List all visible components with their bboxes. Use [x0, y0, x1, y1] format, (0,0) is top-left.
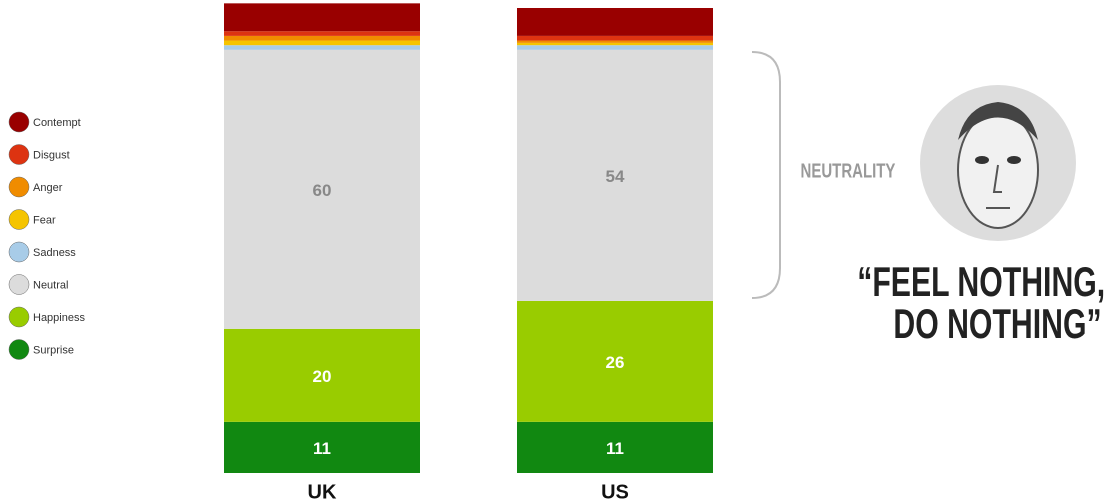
- bar-segment: [224, 45, 420, 50]
- legend-swatch: [8, 209, 30, 230]
- quote-line: “FEEL NOTHING,: [857, 258, 1105, 305]
- legend-label: Anger: [33, 182, 63, 194]
- bar-segment: [517, 42, 713, 46]
- legend-swatch: [8, 176, 30, 198]
- legend-swatch: [8, 339, 30, 360]
- legend-swatch: [8, 306, 30, 328]
- value-label: 11: [313, 439, 331, 458]
- value-label: 20: [313, 367, 332, 386]
- value-label: 11: [606, 439, 624, 458]
- annotation-label: NEUTRALITY: [801, 159, 896, 182]
- bar-segment: [517, 300, 713, 422]
- value-label: 26: [606, 353, 625, 372]
- bar-segment: [517, 8, 713, 36]
- bar-segment: [224, 421, 420, 473]
- bar-segment: [224, 3, 420, 32]
- face-illustration: [920, 85, 1076, 241]
- legend-label: Happiness: [33, 312, 85, 324]
- legend-label: Fear: [33, 214, 56, 226]
- bar-segment: [224, 40, 420, 46]
- bar-segment: [517, 421, 713, 473]
- legend-label: Surprise: [33, 344, 74, 356]
- bar-segment: [517, 40, 713, 43]
- bar-segment: [517, 45, 713, 50]
- bracket: [751, 51, 781, 299]
- bar-segment: [517, 35, 713, 41]
- legend-label: Contempt: [33, 117, 81, 129]
- value-label: 60: [313, 181, 332, 200]
- bar-segment: [224, 328, 420, 422]
- x-tick-label: UK: [308, 481, 337, 503]
- bar-segment: [224, 49, 420, 329]
- quote-line: DO NOTHING”: [893, 300, 1101, 347]
- value-label: 54: [606, 167, 625, 186]
- legend-label: Neutral: [33, 279, 68, 291]
- bar-segment: [224, 31, 420, 36]
- x-tick-label: US: [601, 481, 629, 503]
- legend-swatch: [8, 274, 30, 295]
- legend-swatch: [8, 144, 30, 165]
- bar-segment: [517, 49, 713, 301]
- bar-segment: [224, 35, 420, 41]
- legend-swatch: [8, 241, 30, 263]
- legend-label: Sadness: [33, 247, 76, 259]
- legend-swatch: [8, 111, 30, 133]
- legend-label: Disgust: [33, 149, 70, 161]
